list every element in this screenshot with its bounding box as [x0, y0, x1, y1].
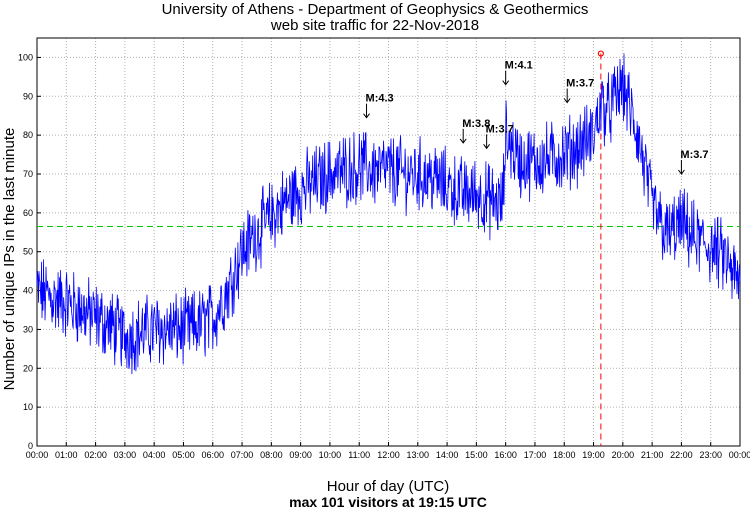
y-axis-ticks: 0 10 20 30 40 50 60 70 80 90 100	[18, 52, 41, 451]
y-tick-label: 40	[23, 286, 33, 296]
annotation-arrow-head	[459, 138, 467, 144]
annotation-arrow-head	[502, 80, 510, 86]
annotation-label: M:4.3	[366, 93, 394, 105]
x-tick-label: 14:00	[436, 450, 459, 460]
y-tick-label: 70	[23, 169, 33, 179]
annotation-arrow-head	[678, 169, 685, 175]
x-tick-label: 20:00	[612, 450, 635, 460]
chart-title: University of Athens - Department of Geo…	[162, 1, 589, 18]
x-tick-label: 15:00	[465, 450, 488, 460]
x-tick-label: 00:00	[26, 450, 49, 460]
x-tick-label: 19:00	[582, 450, 605, 460]
x-tick-label: 21:00	[641, 450, 664, 460]
x-tick-label: 11:00	[348, 450, 370, 460]
annotation-label: M:4.1	[505, 60, 533, 72]
annotation-arrow-head	[563, 98, 571, 104]
y-tick-label: 60	[23, 208, 33, 218]
chart-subtitle: web site traffic for 22-Nov-2018	[270, 17, 479, 34]
x-tick-label: 16:00	[494, 450, 517, 460]
y-axis-label: Number of unique IPs in the last minute	[1, 128, 18, 391]
y-tick-label: 0	[28, 441, 33, 451]
x-tick-label: 05:00	[172, 450, 195, 460]
x-tick-label: 02:00	[84, 450, 107, 460]
y-tick-label: 30	[23, 324, 33, 334]
x-tick-label: 01:00	[55, 450, 78, 460]
annotation-label: M:3.7	[680, 149, 708, 161]
max-point-marker	[597, 50, 604, 57]
y-tick-label: 90	[23, 91, 33, 101]
y-tick-label: 10	[23, 402, 33, 412]
x-tick-label: 00:00	[729, 450, 750, 460]
y-tick-label: 100	[18, 52, 33, 62]
x-tick-label: 10:00	[319, 450, 342, 460]
x-tick-label: 18:00	[553, 450, 576, 460]
x-tick-label: 09:00	[289, 450, 312, 460]
series-line-unique-ips	[36, 53, 741, 375]
x-tick-label: 03:00	[114, 450, 137, 460]
x-tick-label: 12:00	[377, 450, 400, 460]
x-tick-label: 04:00	[143, 450, 166, 460]
x-tick-label: 13:00	[407, 450, 430, 460]
annotation-label: M:3.7	[566, 78, 594, 90]
x-tick-label: 17:00	[524, 450, 547, 460]
max-visitors-footer: max 101 visitors at 19:15 UTC	[289, 494, 487, 510]
y-tick-label: 80	[23, 130, 33, 140]
annotation-arrow-head	[483, 144, 491, 150]
y-tick-label: 20	[23, 363, 33, 373]
x-axis-label: Hour of day (UTC)	[327, 478, 450, 495]
x-tick-label: 22:00	[670, 450, 693, 460]
x-tick-label: 07:00	[231, 450, 254, 460]
y-tick-label: 50	[23, 247, 33, 257]
annotation-label: M:3.8	[462, 118, 490, 130]
x-tick-label: 06:00	[201, 450, 224, 460]
x-axis-ticks: 00:00 01:00 02:00 03:00 04:00 05:00 06:00 07:00…	[26, 442, 750, 460]
earthquake-annotations: M:4.3M:3.8M:3.7M:4.1M:3.7M:3.7	[363, 60, 709, 175]
annotation-label: M:3.7	[486, 123, 514, 135]
annotation-arrow-head	[363, 113, 370, 119]
x-tick-label: 08:00	[260, 450, 283, 460]
x-tick-label: 23:00	[699, 450, 722, 460]
